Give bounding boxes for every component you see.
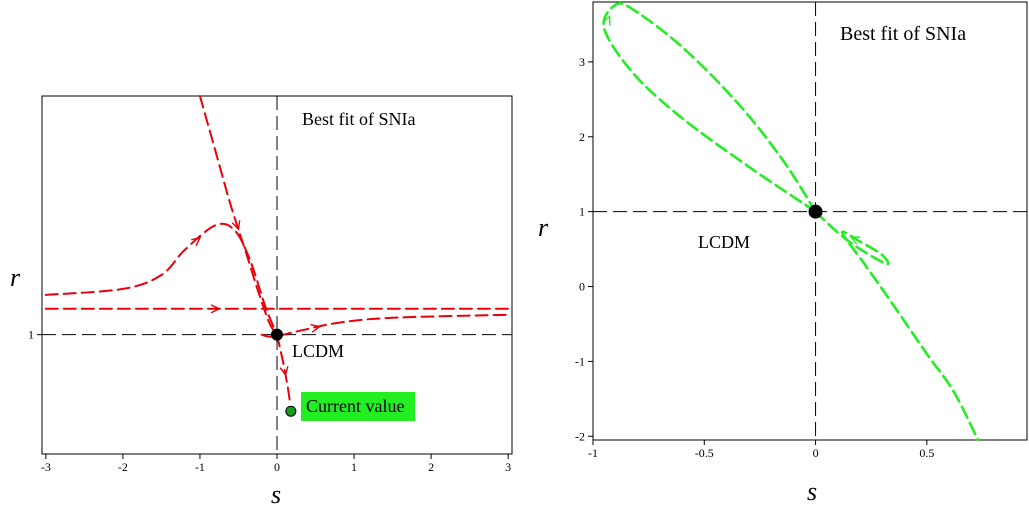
x-tick-label: -2 — [118, 460, 128, 474]
direction-arrow — [191, 236, 202, 247]
right-lcdm-point — [808, 204, 823, 219]
trajectory-line — [198, 95, 278, 336]
right-lcdm-label: LCDM — [698, 232, 750, 252]
left-panel: -3 -2 -1 0 1 2 3 1 s r Best fit of SNIa LCDM C… — [10, 95, 513, 509]
left-lcdm-label: LCDM — [292, 341, 344, 361]
direction-arrow — [210, 304, 221, 314]
direction-arrow — [310, 323, 321, 333]
y-tick-label: -2 — [575, 429, 585, 443]
direction-arrow — [231, 220, 241, 231]
x-tick-label: 0 — [813, 446, 819, 460]
left-best-fit-annotation: Best fit of SNIa — [302, 109, 415, 129]
trajectory-line — [602, 1, 817, 213]
x-tick-label: -1 — [195, 460, 205, 474]
x-tick-label: -0.5 — [695, 446, 714, 460]
left-series-group — [44, 95, 510, 405]
right-y-ticks: -2 -1 0 1 2 3 — [575, 55, 593, 443]
y-tick-label: 1 — [28, 328, 34, 342]
x-tick-label: 0.5 — [919, 446, 934, 460]
right-best-fit-annotation: Best fit of SNIa — [840, 23, 966, 45]
y-tick-label: 2 — [579, 130, 585, 144]
left-x-ticks: -3 -2 -1 0 1 2 3 — [41, 454, 511, 474]
left-y-ticks: 1 — [28, 328, 42, 342]
left-lcdm-point — [271, 328, 283, 341]
direction-arrow — [849, 236, 861, 245]
y-tick-label: 0 — [579, 280, 585, 294]
left-x-axis-title: s — [271, 480, 281, 509]
trajectory-line — [814, 210, 980, 442]
left-y-axis-title: r — [10, 263, 21, 292]
left-current-value-point — [285, 405, 297, 417]
x-tick-label: -3 — [41, 460, 51, 474]
x-tick-label: -1 — [588, 446, 598, 460]
y-tick-label: -1 — [575, 354, 585, 368]
x-tick-label: 1 — [351, 460, 357, 474]
left-current-value-box — [301, 392, 415, 421]
x-tick-label: 2 — [428, 460, 434, 474]
trajectory-line — [276, 333, 292, 405]
right-plot-frame — [592, 1, 1028, 441]
right-x-ticks: -1 -0.5 0 0.5 — [588, 440, 934, 460]
trajectory-line — [260, 313, 510, 338]
direction-arrow — [602, 15, 611, 26]
trajectory-line — [44, 222, 278, 336]
left-current-value-label: Current value — [306, 396, 404, 416]
right-x-axis-title: s — [807, 477, 817, 506]
x-tick-label: 0 — [274, 460, 280, 474]
y-tick-label: 1 — [579, 205, 585, 219]
x-tick-label: 3 — [505, 460, 511, 474]
y-tick-label: 3 — [579, 55, 585, 69]
right-series-group — [602, 1, 980, 442]
direction-arrow — [279, 366, 289, 377]
right-y-axis-title: r — [538, 213, 549, 242]
